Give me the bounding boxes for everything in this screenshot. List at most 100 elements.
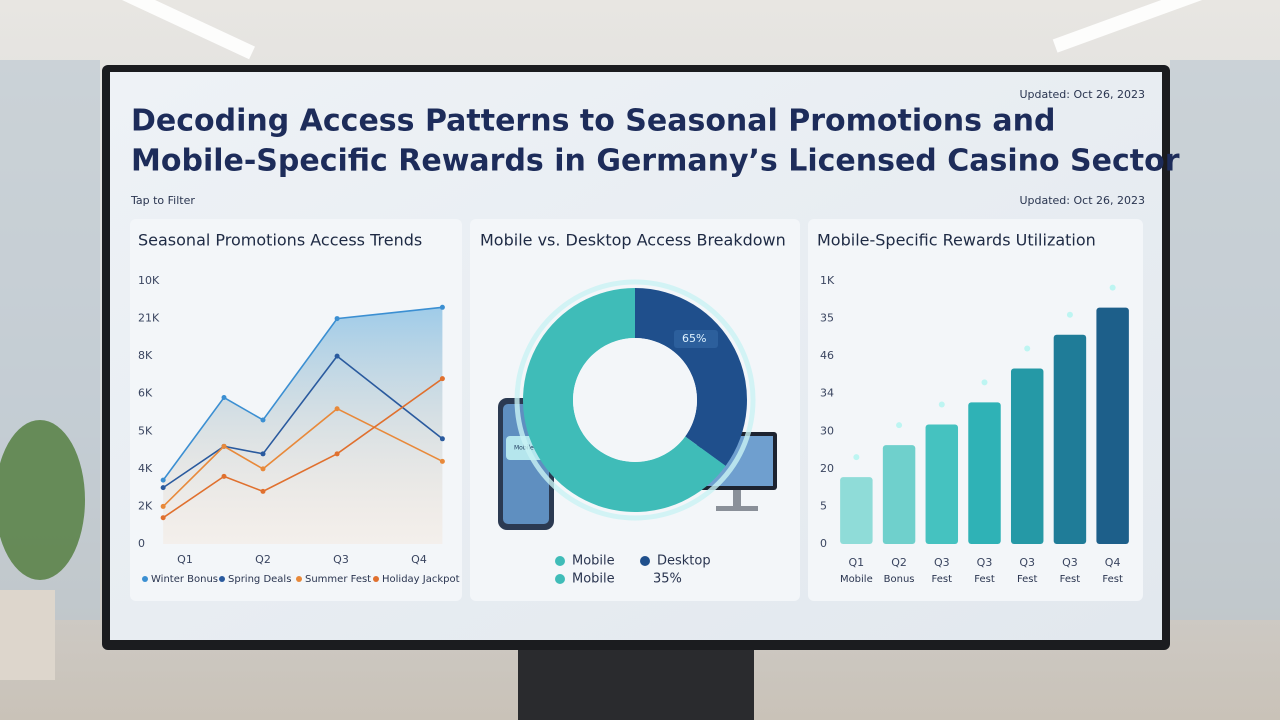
legend-dot [373, 576, 379, 582]
badge-box [674, 330, 718, 348]
title-line: Mobile-Specific Rewards in Germany’s Lic… [131, 144, 1180, 179]
x-sublabel: Mobile [840, 574, 873, 585]
legend-label: Spring Deals [228, 574, 291, 585]
point [160, 485, 166, 491]
glow-dot [938, 401, 945, 408]
glow-dot [981, 379, 988, 386]
point [260, 451, 266, 457]
point [439, 436, 445, 442]
filter-button[interactable]: Tap to Filter [130, 194, 195, 207]
legend-dot [142, 576, 148, 582]
legend-label: 35% [653, 572, 682, 587]
point [160, 503, 166, 509]
window-right [1170, 60, 1280, 620]
bar [1053, 334, 1087, 544]
bar [882, 445, 916, 544]
y-tick-label: 35 [820, 312, 834, 325]
point [221, 394, 227, 400]
legend-label: Mobile [572, 572, 615, 587]
desktop-base [716, 506, 758, 511]
point [260, 488, 266, 494]
legend-label: Mobile [572, 554, 615, 569]
point [334, 406, 340, 412]
point [439, 458, 445, 464]
donut-segment [635, 288, 747, 466]
x-tick-label: Q4 [1105, 556, 1121, 569]
point [160, 477, 166, 483]
x-tick-label: Q3 [1019, 556, 1035, 569]
point [334, 316, 340, 322]
legend-dot [555, 574, 565, 584]
y-tick-label: 6K [138, 387, 153, 400]
x-tick-label: Q3 [1062, 556, 1078, 569]
x-sublabel: Bonus [884, 574, 915, 585]
donut-segment [523, 288, 726, 513]
bar [968, 402, 1001, 544]
glow-dot [1024, 345, 1031, 352]
desktop-stand [733, 490, 741, 508]
legend-dot [296, 576, 302, 582]
y-tick-label: 2K [138, 499, 153, 512]
legend-label: Winter Bonus [151, 574, 218, 585]
x-tick-label: Q4 [411, 553, 427, 566]
point [260, 417, 266, 423]
point [334, 353, 340, 359]
panel-title: Mobile vs. Desktop Access Breakdown [480, 231, 786, 250]
y-tick-label: 0 [138, 537, 145, 550]
plant-pot [0, 590, 55, 680]
legend-label: Desktop [657, 554, 711, 569]
donut-hole [573, 338, 697, 462]
y-tick-label: 10K [138, 274, 160, 287]
monitor-stand [518, 648, 754, 720]
ceiling-light [95, 0, 255, 60]
point [334, 451, 340, 457]
donut-glow [514, 279, 756, 521]
y-tick-label: 4K [138, 462, 153, 475]
legend-dot [219, 576, 225, 582]
y-tick-label: 1K [820, 274, 835, 287]
x-sublabel: Fest [932, 574, 953, 585]
y-tick-label: 5 [820, 499, 827, 512]
title-line: Decoding Access Patterns to Seasonal Pro… [131, 104, 1056, 139]
x-sublabel: Fest [1102, 574, 1123, 585]
legend-label: Summer Fest [305, 574, 371, 585]
bar [840, 477, 873, 544]
x-tick-label: Q2 [255, 553, 271, 566]
x-tick-label: Q3 [977, 556, 993, 569]
bar [925, 424, 959, 544]
y-tick-label: 21K [138, 312, 160, 325]
area [163, 307, 443, 544]
glow-dot [896, 422, 903, 429]
x-tick-label: Q3 [934, 556, 950, 569]
data-label: 65% [682, 332, 706, 345]
x-tick-label: Q3 [333, 553, 349, 566]
point [221, 473, 227, 479]
x-tick-label: Q1 [849, 556, 865, 569]
glow-dot [853, 454, 860, 461]
point [439, 376, 445, 382]
bar [1010, 368, 1044, 544]
updated-top: Updated: Oct 26, 2023 [1019, 88, 1145, 101]
x-tick-label: Q1 [177, 553, 193, 566]
point [260, 466, 266, 472]
point [160, 515, 166, 521]
y-tick-label: 34 [820, 387, 834, 400]
y-tick-label: 5K [138, 424, 153, 437]
x-tick-label: Q2 [891, 556, 907, 569]
y-tick-label: 20 [820, 462, 834, 475]
glow-dot [1066, 311, 1073, 318]
plant [0, 420, 85, 580]
glow-dot [1109, 284, 1116, 291]
bar [1096, 307, 1129, 544]
y-tick-label: 8K [138, 349, 153, 362]
y-tick-label: 30 [820, 424, 834, 437]
x-sublabel: Fest [1060, 574, 1081, 585]
point [439, 304, 445, 310]
updated-right: Updated: Oct 26, 2023 [1019, 194, 1145, 207]
ceiling-light [1052, 0, 1218, 53]
legend-dot [640, 556, 650, 566]
x-sublabel: Fest [1017, 574, 1038, 585]
y-tick-label: 0 [820, 537, 827, 550]
panel-title: Seasonal Promotions Access Trends [138, 231, 422, 250]
